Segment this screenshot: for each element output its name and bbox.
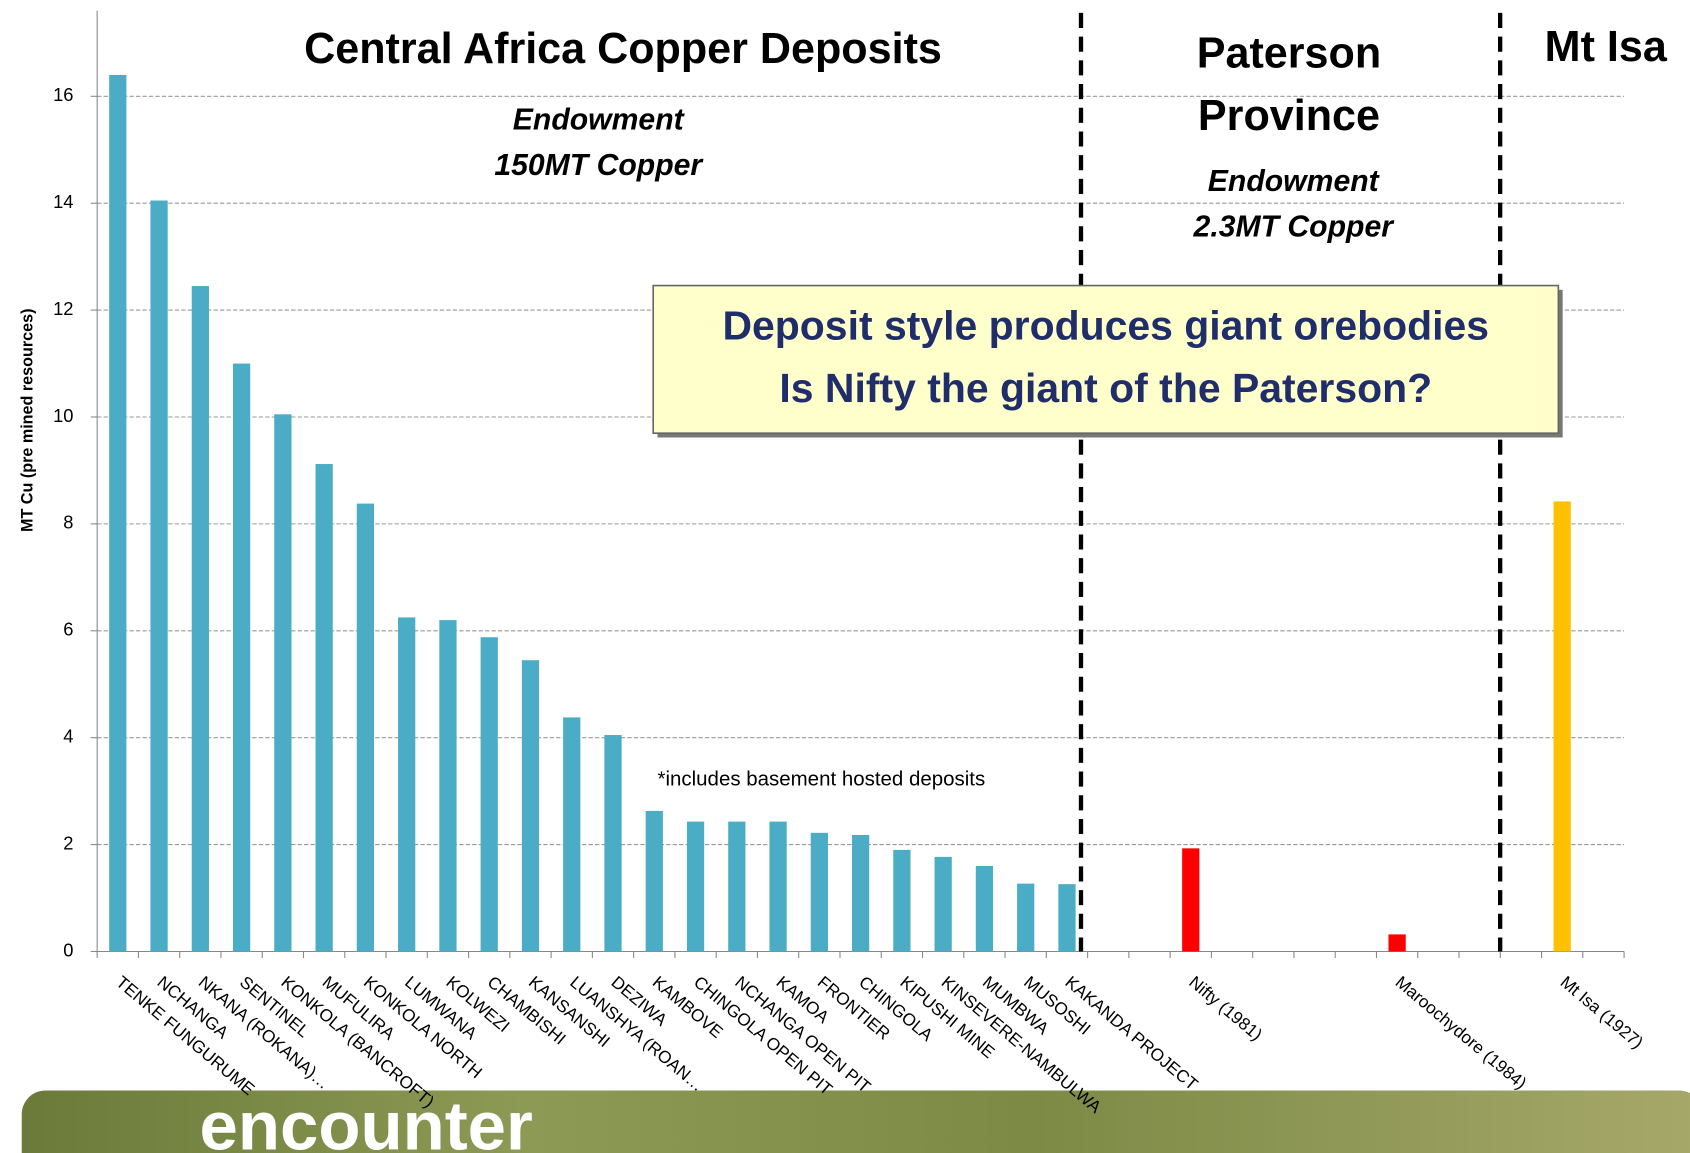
bar	[893, 849, 911, 952]
bar	[398, 617, 416, 952]
region-note: 2.3MT Copper	[1193, 210, 1396, 243]
bar	[1553, 501, 1571, 952]
y-tick-label: 12	[53, 298, 73, 319]
region-note: Endowment	[1208, 165, 1381, 198]
bar	[686, 821, 705, 952]
bar	[150, 200, 168, 952]
footnote: *includes basement hosted deposits	[658, 768, 986, 791]
bar	[1058, 884, 1076, 952]
y-tick-label: 0	[63, 939, 73, 960]
bar	[109, 74, 127, 952]
bar	[232, 363, 251, 952]
bar	[274, 414, 292, 952]
y-tick-label: 10	[53, 405, 73, 426]
bar	[769, 821, 787, 952]
callout-text: Deposit style produces giant orebodies	[722, 302, 1489, 348]
bar	[439, 620, 457, 952]
y-tick-label: 4	[63, 726, 73, 747]
callout-box	[652, 284, 1560, 434]
bar	[1017, 883, 1035, 952]
y-axis-label: MT Cu (pre mined resources)	[18, 308, 36, 532]
bar	[563, 717, 581, 952]
bar	[480, 637, 498, 952]
y-tick-label: 14	[53, 191, 73, 212]
x-tick-label: Maroochydore (1984)	[1392, 972, 1531, 1093]
bar	[934, 856, 952, 952]
logo: encounter	[200, 1088, 533, 1153]
region-title: Central Africa Copper Deposits	[304, 25, 942, 73]
region-title: Paterson	[1197, 29, 1381, 77]
y-tick-label: 2	[63, 832, 73, 853]
region-title: Province	[1198, 92, 1380, 140]
y-tick-label: 16	[53, 84, 73, 105]
bar	[191, 286, 209, 952]
bar	[728, 821, 746, 952]
bar	[645, 810, 663, 952]
y-tick-label: 6	[63, 619, 73, 640]
x-tick-label: Mt Isa (1927)	[1557, 972, 1648, 1053]
bar	[852, 834, 870, 952]
bar	[1182, 848, 1200, 952]
footer-banner	[21, 1090, 1690, 1153]
bar	[521, 660, 540, 952]
bar	[315, 464, 333, 952]
region-note: 150MT Copper	[494, 149, 704, 182]
bar	[810, 832, 828, 952]
x-tick-label: Nifty (1981)	[1185, 972, 1266, 1045]
bar	[1388, 934, 1406, 952]
region-title: Mt Isa	[1545, 23, 1668, 71]
bar	[975, 865, 994, 952]
bar	[356, 503, 375, 952]
callout-text: Is Nifty the giant of the Paterson?	[779, 365, 1432, 411]
region-note: Endowment	[513, 104, 686, 137]
y-tick-label: 8	[63, 512, 73, 533]
bar	[604, 735, 622, 952]
